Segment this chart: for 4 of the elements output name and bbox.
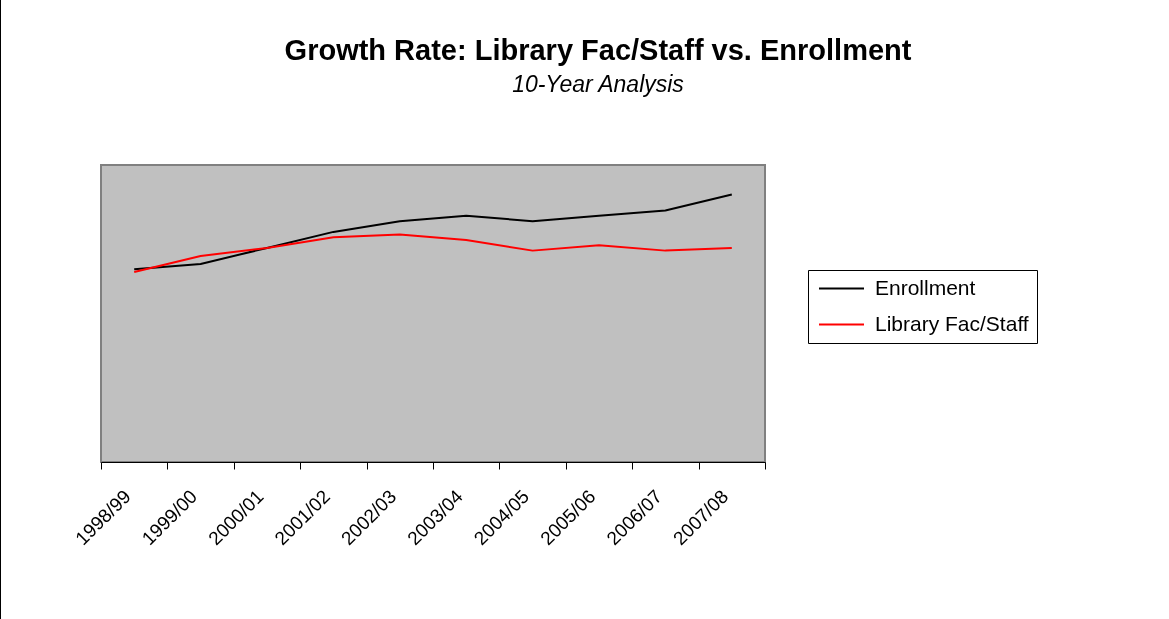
- chart-subtitle: 10-Year Analysis: [512, 71, 685, 97]
- legend-label: Library Fac/Staff: [875, 311, 1029, 335]
- legend-label: Enrollment: [875, 275, 976, 299]
- chart-title: Growth Rate: Library Fac/Staff vs. Enrollment: [284, 34, 912, 66]
